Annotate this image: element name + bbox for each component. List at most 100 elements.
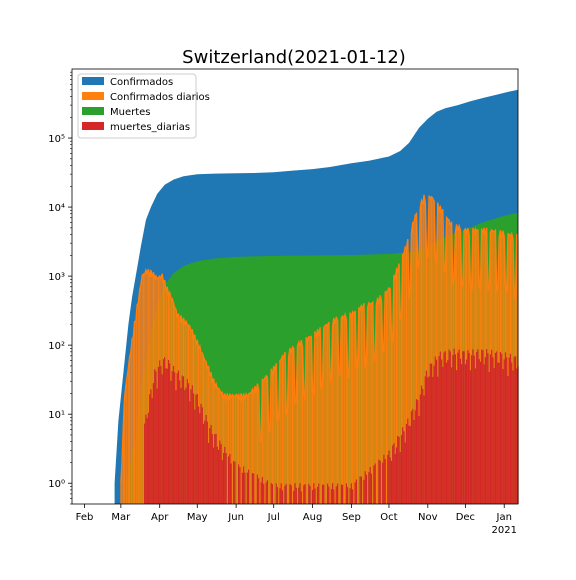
bar-muertes-diarias (404, 442, 406, 504)
bar-muertes-diarias (395, 447, 398, 504)
bar-muertes-diarias (449, 351, 451, 504)
bar-muertes-diarias (437, 376, 439, 504)
bar-muertes-diarias (514, 356, 517, 504)
bar-muertes-diarias (461, 364, 463, 504)
bar-muertes-diarias (499, 352, 502, 504)
x-tick-label: Mar (111, 512, 131, 523)
bar-muertes-diarias (423, 395, 425, 504)
bar-muertes-diarias (303, 485, 305, 504)
bar-muertes-diarias (433, 365, 435, 504)
legend-label: Muertes (110, 107, 151, 118)
bar-muertes-diarias (172, 366, 175, 504)
bar-muertes-diarias (184, 390, 186, 504)
bar-muertes-diarias (360, 476, 362, 504)
bar-muertes-diarias (300, 491, 302, 504)
bar-muertes-diarias (434, 356, 436, 504)
bar-muertes-diarias (503, 359, 505, 504)
bar-muertes-diarias (496, 351, 498, 504)
bar-muertes-diarias (265, 482, 267, 504)
bar-muertes-diarias (328, 486, 330, 504)
y-tick-label: 10⁴ (48, 203, 65, 214)
bar-muertes-diarias (448, 349, 450, 504)
bar-muertes-diarias (452, 355, 454, 504)
bar-muertes-diarias (192, 393, 195, 504)
line-confirmados-diarios (120, 194, 519, 484)
bar-muertes-diarias (439, 351, 441, 504)
y-tick-label: 10³ (48, 272, 65, 283)
y-tick-label: 10⁰ (48, 479, 65, 490)
bar-muertes-diarias (347, 487, 349, 504)
bar-muertes-diarias (467, 350, 469, 504)
bar-muertes-diarias (162, 359, 165, 504)
bar-muertes-diarias (289, 484, 291, 504)
bar-muertes-diarias (512, 370, 514, 504)
bar-muertes-diarias (204, 420, 206, 504)
bar-muertes-diarias (350, 483, 352, 504)
bar-muertes-diarias (256, 474, 258, 504)
bar-muertes-diarias (195, 394, 197, 504)
bar-muertes-diarias (181, 375, 183, 504)
bar-muertes-diarias (413, 420, 415, 504)
bar-muertes-diarias (422, 388, 424, 504)
legend: Confirmados Confirmados diarios Muertes mue… (77, 73, 210, 139)
bar-muertes-diarias (408, 425, 410, 504)
bar-muertes-diarias (508, 357, 510, 504)
bar-muertes-diarias (447, 360, 449, 504)
bar-muertes-diarias (493, 367, 495, 504)
bar-muertes-diarias (369, 466, 371, 504)
bar-muertes-diarias (473, 355, 475, 504)
bar-muertes-diarias (323, 484, 325, 504)
bar-muertes-diarias (318, 483, 320, 504)
bar-muertes-diarias (309, 485, 311, 504)
bar-muertes-diarias (314, 488, 316, 504)
bar-muertes-diarias (330, 489, 332, 504)
bar-muertes-diarias (295, 487, 297, 504)
bar-muertes-diarias (160, 365, 162, 504)
bar-muertes-diarias (397, 435, 399, 504)
bar-muertes-diarias (494, 352, 496, 504)
y-tick-label: 10⁵ (48, 134, 65, 145)
bar-muertes-diarias (261, 477, 263, 504)
bar-muertes-diarias (424, 376, 426, 504)
bar-muertes-diarias (476, 351, 478, 504)
bar-muertes-diarias (317, 486, 319, 504)
bar-muertes-diarias (199, 413, 201, 504)
bar-muertes-diarias (210, 425, 212, 504)
bar-muertes-diarias (459, 358, 461, 504)
bar-muertes-diarias (176, 373, 178, 504)
bar-muertes-diarias (501, 353, 503, 504)
bar-muertes-diarias (194, 409, 196, 504)
bar-muertes-diarias (311, 490, 314, 504)
bar-muertes-diarias (233, 461, 235, 504)
bar-muertes-diarias (174, 372, 176, 504)
bar-muertes-diarias (374, 463, 376, 504)
bar-muertes-diarias (294, 483, 296, 504)
bar-muertes-diarias (438, 356, 440, 504)
bar-muertes-diarias (349, 488, 351, 504)
bar-muertes-diarias (446, 362, 448, 504)
bar-muertes-diarias (208, 442, 210, 504)
bar-muertes-diarias (516, 368, 518, 504)
bar-muertes-diarias (263, 483, 265, 504)
bar-muertes-diarias (502, 369, 504, 504)
x-year-label: 2021 (491, 525, 516, 536)
bar-muertes-diarias (436, 359, 438, 504)
bar-muertes-diarias (453, 348, 455, 504)
bar-muertes-diarias (474, 368, 476, 504)
bar-muertes-diarias (189, 401, 191, 504)
bar-muertes-diarias (260, 482, 262, 504)
bar-muertes-diarias (482, 350, 484, 504)
bar-muertes-diarias (225, 453, 227, 504)
bar-muertes-diarias (492, 357, 494, 504)
legend-box (77, 73, 197, 139)
plot-frame (71, 68, 519, 505)
bar-muertes-diarias (191, 385, 193, 504)
bar-muertes-diarias (238, 464, 240, 504)
bar-muertes-diarias (498, 362, 500, 504)
bar-muertes-diarias (365, 474, 367, 504)
bar-muertes-diarias (497, 362, 499, 504)
x-tick-label: Feb (76, 512, 94, 523)
bar-muertes-diarias (337, 483, 339, 504)
bar-muertes-diarias (506, 357, 508, 504)
plot-area (114, 89, 519, 505)
